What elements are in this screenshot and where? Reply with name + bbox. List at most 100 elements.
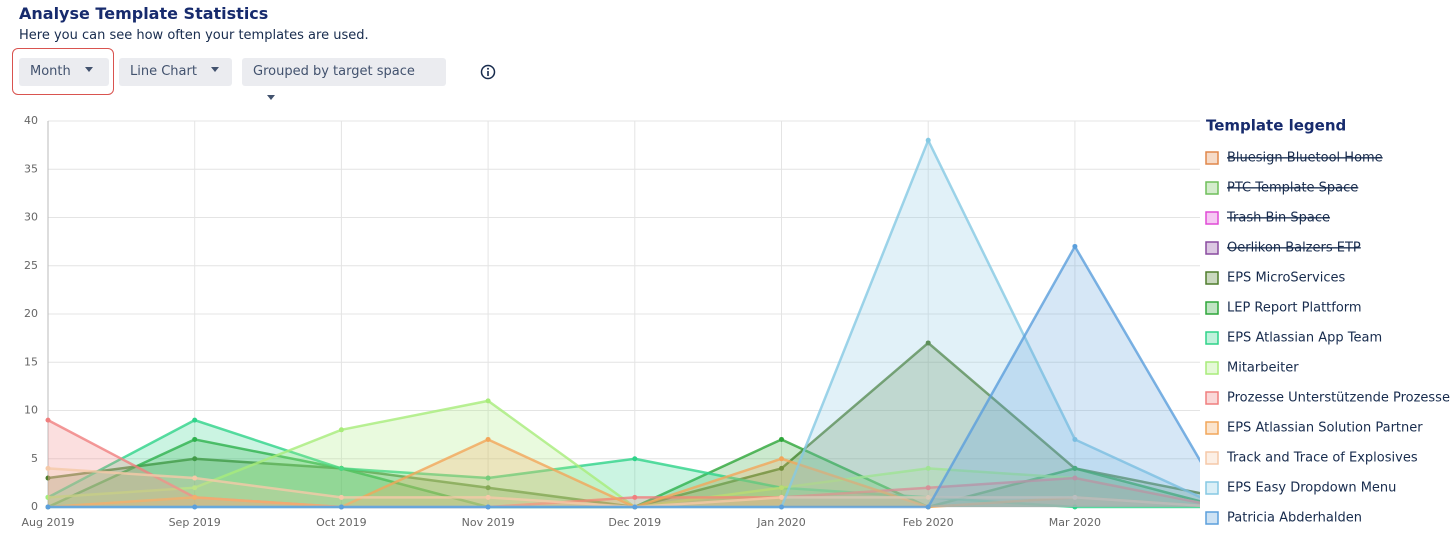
page-title: Analyse Template Statistics [19,4,269,23]
data-point [925,137,931,143]
legend-swatch[interactable] [1205,211,1219,225]
series-area [48,420,1200,507]
legend-swatch[interactable] [1205,271,1219,285]
legend-label[interactable]: EPS Easy Dropdown Menu [1227,481,1396,496]
data-point [485,475,491,481]
y-tick-label: 10 [24,404,38,417]
data-point [1072,465,1078,471]
data-point [1072,475,1078,481]
legend-label[interactable]: Trash Bin Space [1226,211,1330,226]
data-point [45,417,51,423]
x-tick-label: Jan 2020 [756,516,805,529]
data-point [925,340,931,346]
y-tick-label: 0 [31,500,38,513]
legend-swatch[interactable] [1205,301,1219,315]
legend-swatch[interactable] [1205,181,1219,195]
legend-label[interactable]: Mitarbeiter [1227,361,1299,376]
data-point [779,485,784,491]
data-point [925,465,931,471]
data-point [485,398,491,404]
data-point [1072,436,1078,442]
info-icon[interactable] [480,64,496,80]
series-area [48,140,1200,507]
legend-title: Template legend [1206,117,1346,135]
data-point [1072,243,1078,249]
y-tick-label: 25 [24,259,38,272]
y-tick-label: 5 [31,452,38,465]
legend-swatch[interactable] [1205,361,1219,375]
x-tick-label: Oct 2019 [316,516,367,529]
x-tick-label: Dec 2019 [608,516,661,529]
legend-swatch[interactable] [1205,511,1219,525]
y-tick-label: 40 [24,114,38,127]
series-area [48,342,1200,507]
data-point [1072,504,1078,510]
data-point [485,494,491,500]
y-tick-label: 20 [24,307,38,320]
data-point [192,485,198,491]
y-tick-label: 15 [24,355,38,368]
legend-label[interactable]: Oerlikon Balzers ETP [1227,241,1361,256]
data-point [1219,505,1224,510]
data-point [925,494,931,500]
data-point [1219,505,1224,510]
data-point [632,494,638,500]
data-point [192,436,198,442]
legend-label[interactable]: Patricia Abderhalden [1227,511,1362,526]
legend-swatch[interactable] [1205,151,1219,165]
data-point [779,494,784,500]
legend-swatch[interactable] [1205,391,1219,405]
x-tick-label: Sep 2019 [169,516,221,529]
data-point [1219,505,1224,510]
x-tick-label: Mar 2020 [1049,516,1101,529]
data-point [192,417,198,423]
series-area [48,246,1200,507]
data-point [485,485,491,491]
legend-swatch[interactable] [1205,481,1219,495]
legend-label[interactable]: Track and Trace of Explosives [1226,451,1418,466]
data-point [45,475,51,481]
legend-swatch[interactable] [1205,241,1219,255]
legend-label[interactable]: EPS MicroServices [1227,271,1345,286]
data-point [1219,495,1224,500]
legend-label[interactable]: EPS Atlassian App Team [1227,331,1382,346]
data-point [779,436,784,442]
data-point [485,436,491,442]
x-tick-label: Nov 2019 [462,516,515,529]
legend-swatch[interactable] [1205,451,1219,465]
x-tick-label: Feb 2020 [903,516,954,529]
data-point [1219,495,1224,500]
data-point [45,494,51,500]
data-point [779,504,784,510]
focus-ring [12,48,114,95]
legend-label[interactable]: EPS Atlassian Solution Partner [1227,421,1423,436]
period-dropdown[interactable]: Month [19,58,109,86]
x-tick-label: Aug 2019 [22,516,75,529]
legend-label[interactable]: Bluesign Bluetool Home [1227,151,1383,166]
grouping-dropdown[interactable]: Grouped by target space [242,58,446,86]
data-point [1072,494,1078,500]
data-point [485,504,491,510]
legend-swatch[interactable] [1205,421,1219,435]
data-point [779,456,784,462]
data-point [338,494,344,500]
data-point [45,465,51,471]
data-point [1219,505,1224,510]
page-subtitle: Here you can see how often your template… [19,28,369,43]
series-area [48,439,1200,507]
data-point [192,475,198,481]
legend-label[interactable]: LEP Report Plattform [1227,301,1362,316]
data-point [1219,505,1224,510]
legend-swatch[interactable] [1205,331,1219,345]
data-point [925,504,931,510]
chart-type-dropdown[interactable]: Line Chart [119,58,232,86]
legend-label[interactable]: Prozesse Unterstützende Prozesse [1227,391,1450,406]
data-point [632,456,638,462]
data-point [1219,505,1224,510]
series-area [48,400,1200,507]
legend-label[interactable]: PTC Template Space [1227,181,1358,196]
data-point [192,504,198,510]
data-point [925,485,931,491]
